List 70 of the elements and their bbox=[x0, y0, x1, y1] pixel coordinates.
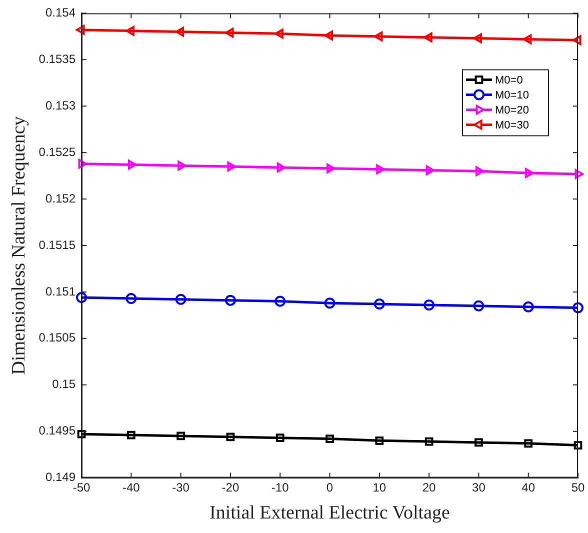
point bbox=[224, 294, 236, 306]
point bbox=[175, 26, 184, 37]
x-tick-label: 10 bbox=[372, 480, 386, 494]
y-tick-label: 0.15 bbox=[52, 377, 76, 392]
point bbox=[176, 432, 185, 440]
y-tick-label: 0.1505 bbox=[38, 330, 76, 345]
point bbox=[175, 294, 186, 305]
legend-label: M0=20 bbox=[495, 104, 529, 117]
point bbox=[375, 436, 384, 445]
y-tick-label: 0.1525 bbox=[38, 144, 76, 159]
point bbox=[324, 298, 336, 309]
x-tick-label: 20 bbox=[422, 480, 436, 494]
point bbox=[76, 25, 85, 35]
point bbox=[126, 430, 136, 440]
x-tick-label: -40 bbox=[122, 480, 140, 494]
point bbox=[574, 441, 582, 450]
point bbox=[475, 166, 484, 176]
x-tick-label: 30 bbox=[472, 480, 486, 494]
point bbox=[126, 292, 137, 304]
point bbox=[572, 35, 582, 46]
point bbox=[326, 434, 334, 443]
point bbox=[474, 438, 483, 447]
x-tick-label: 0 bbox=[326, 480, 334, 494]
point bbox=[376, 164, 385, 174]
point bbox=[78, 158, 88, 169]
point bbox=[227, 162, 236, 172]
point bbox=[473, 300, 484, 312]
x-tick-label: -20 bbox=[222, 480, 240, 494]
point bbox=[276, 162, 286, 172]
point bbox=[178, 160, 186, 170]
y-axis-title: Dimensionless Natural Frequency bbox=[8, 116, 30, 375]
point bbox=[76, 292, 88, 304]
point bbox=[224, 28, 234, 38]
y-tick-label: 0.151 bbox=[45, 284, 76, 298]
point bbox=[574, 169, 584, 179]
y-tick-label: 0.154 bbox=[45, 6, 76, 20]
point bbox=[374, 32, 383, 42]
point bbox=[276, 434, 284, 442]
point bbox=[424, 437, 434, 446]
point bbox=[473, 33, 482, 44]
x-tick-label: 50 bbox=[571, 480, 585, 494]
point bbox=[128, 160, 137, 170]
point bbox=[572, 302, 584, 314]
point bbox=[374, 298, 385, 310]
point bbox=[524, 439, 533, 448]
point bbox=[324, 30, 333, 40]
legend-label: M0=30 bbox=[495, 120, 529, 132]
y-tick-label: 0.1515 bbox=[38, 238, 76, 252]
point bbox=[424, 32, 432, 42]
point bbox=[525, 168, 534, 178]
legend-label: M0=10 bbox=[495, 90, 529, 102]
y-tick-label: 0.153 bbox=[45, 98, 76, 112]
point bbox=[522, 301, 534, 312]
point bbox=[424, 299, 435, 310]
point bbox=[426, 165, 435, 176]
x-axis-title: Initial External Electric Voltage bbox=[210, 502, 450, 524]
legend-label: M0=0 bbox=[495, 74, 523, 87]
point bbox=[326, 163, 336, 174]
y-tick-label: 0.1495 bbox=[38, 424, 76, 438]
point bbox=[126, 26, 134, 36]
point bbox=[226, 432, 235, 442]
x-tick-label: -30 bbox=[172, 480, 190, 494]
point bbox=[77, 430, 86, 438]
y-tick-label: 0.152 bbox=[45, 191, 76, 206]
x-tick-label: 40 bbox=[522, 480, 536, 494]
point bbox=[274, 296, 286, 307]
point bbox=[522, 34, 532, 44]
x-tick-label: -10 bbox=[271, 480, 290, 494]
y-tick-label: 0.1535 bbox=[38, 52, 76, 66]
point bbox=[274, 28, 284, 39]
